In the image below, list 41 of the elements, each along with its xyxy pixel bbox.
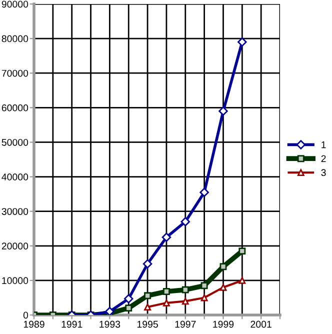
legend-label: 1 (322, 141, 326, 148)
x-tick-label: 1999 (213, 320, 234, 328)
y-tick-label: 10000 (2, 277, 28, 284)
point (144, 304, 152, 311)
point (200, 188, 209, 197)
point (180, 217, 190, 226)
y-tick-label: 30000 (2, 208, 28, 215)
x-tick-label: 2001 (250, 320, 272, 328)
y-tick-label: 20000 (2, 242, 28, 250)
point (162, 299, 170, 306)
point (238, 37, 247, 47)
point (182, 286, 189, 294)
point (142, 259, 152, 268)
point (162, 232, 172, 242)
point (105, 306, 114, 315)
point (124, 294, 134, 304)
point (220, 263, 227, 270)
point (144, 292, 152, 300)
x-tick-label: 1997 (175, 320, 196, 328)
legend-label: 3 (321, 169, 326, 176)
x-tick-label: 1993 (100, 320, 120, 328)
y-tick-label: 40000 (2, 174, 28, 180)
point (125, 304, 132, 312)
point (238, 276, 246, 284)
x-tick-label: 1995 (137, 320, 158, 328)
y-tick-label: 50000 (2, 138, 28, 146)
point (200, 282, 208, 290)
y-tick-label: 70000 (2, 70, 28, 77)
y-tick-label: 0 (23, 312, 28, 319)
point (220, 284, 227, 291)
x-tick-label: 1989 (24, 320, 44, 328)
x-tick-label: 1991 (62, 320, 82, 328)
point (218, 106, 228, 116)
point (162, 288, 170, 295)
y-tick-label: 60000 (2, 104, 28, 112)
point (200, 294, 208, 302)
point (238, 248, 246, 255)
y-tick-label: 90000 (2, 0, 28, 8)
legend-label: 2 (321, 155, 326, 162)
y-tick-label: 80000 (2, 35, 28, 42)
point (182, 298, 189, 305)
